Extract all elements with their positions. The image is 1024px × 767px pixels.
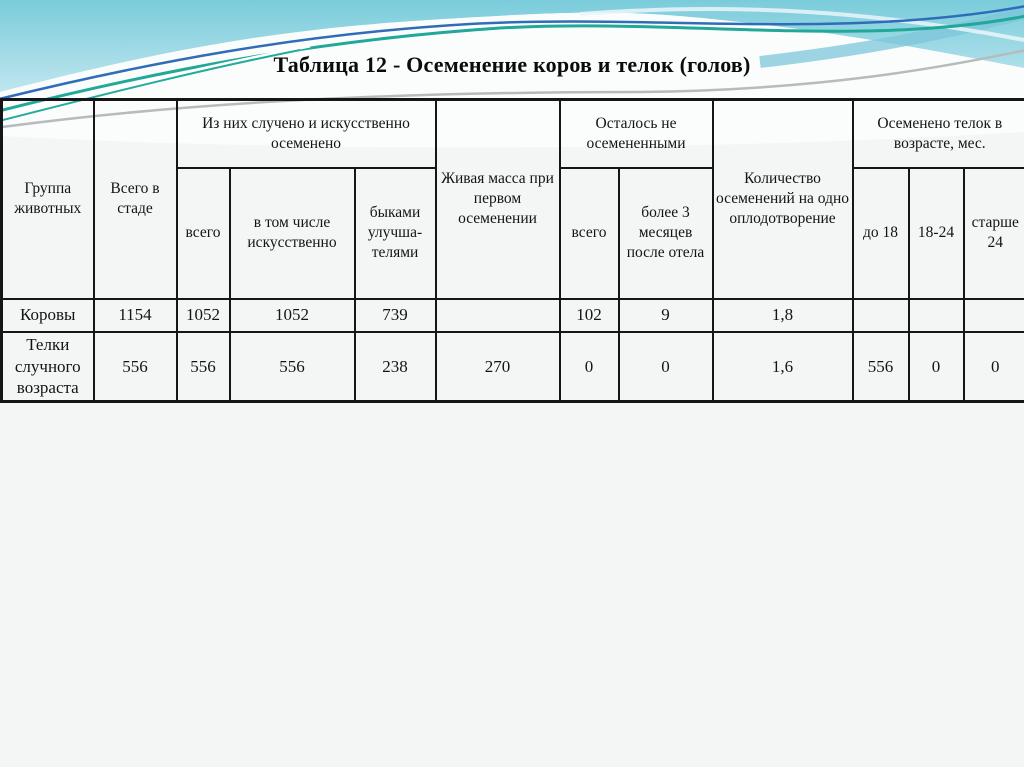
header-not-inseminated-group: Осталось не осемененными — [558, 98, 714, 169]
cell-heifers-not-ins-over3m: 0 — [617, 330, 714, 403]
cell-cows-age-over24 — [962, 297, 1024, 333]
header-not-ins-total: всего — [558, 166, 620, 300]
header-inseminations-per-conception: Количество осеменений на одно оплодотвор… — [711, 98, 854, 300]
header-live-weight: Живая масса при первом осеменении — [434, 98, 561, 300]
table-row-heifers: Телки случного возраста 556 556 556 238 … — [0, 330, 1024, 403]
cell-cows-per-conception: 1,8 — [711, 297, 854, 333]
cell-cows-total: 1154 — [92, 297, 178, 333]
header-not-ins-over3m: более 3 месяцев после отела — [617, 166, 714, 300]
header-bred-bulls: быками улучша-телями — [353, 166, 437, 300]
insemination-table: Группа животных Всего в стаде Из них слу… — [0, 98, 1024, 403]
header-bred-total: всего — [175, 166, 231, 300]
cell-heifers-per-conception: 1,6 — [711, 330, 854, 403]
header-age-over24: старше 24 — [962, 166, 1024, 300]
cell-heifers-bred-total: 556 — [175, 330, 231, 403]
header-bred-group: Из них случено и искусственно осеменено — [175, 98, 437, 169]
header-group-animals: Группа животных — [0, 98, 95, 300]
cell-heifers-bred-bulls: 238 — [353, 330, 437, 403]
cell-cows-live-weight — [434, 297, 561, 333]
header-age-18-24: 18-24 — [907, 166, 965, 300]
cell-cows-age-under18 — [851, 297, 910, 333]
header-total-in-herd: Всего в стаде — [92, 98, 178, 300]
cell-heifers-age-18-24: 0 — [907, 330, 965, 403]
cell-heifers-age-over24: 0 — [962, 330, 1024, 403]
cell-heifers-not-ins-total: 0 — [558, 330, 620, 403]
wave-teal-line — [0, 14, 1024, 113]
cell-heifers-total: 556 — [92, 330, 178, 403]
wave-white-sliver — [579, 7, 1024, 42]
cell-heifers-live-weight: 270 — [434, 330, 561, 403]
cell-cows-bred-total: 1052 — [175, 297, 231, 333]
cell-heifers-bred-artificial: 556 — [228, 330, 356, 403]
cell-cows-age-18-24 — [907, 297, 965, 333]
cell-cows-group: Коровы — [0, 297, 95, 333]
slide-title: Таблица 12 - Осеменение коров и телок (г… — [273, 52, 751, 77]
cell-cows-bred-bulls: 739 — [353, 297, 437, 333]
cell-cows-not-ins-over3m: 9 — [617, 297, 714, 333]
cell-cows-bred-artificial: 1052 — [228, 297, 356, 333]
cell-heifers-group: Телки случного возраста — [0, 330, 95, 403]
cell-cows-not-ins-total: 102 — [558, 297, 620, 333]
cell-heifers-age-under18: 556 — [851, 330, 910, 403]
header-heifer-age-group: Осеменено телок в возрасте, мес. — [851, 98, 1024, 169]
wave-blue-line — [0, 5, 1024, 101]
table-row-cows: Коровы 1154 1052 1052 739 102 9 1,8 — [0, 297, 1024, 333]
header-age-under18: до 18 — [851, 166, 910, 300]
header-bred-artificial: в том числе искусственно — [228, 166, 356, 300]
